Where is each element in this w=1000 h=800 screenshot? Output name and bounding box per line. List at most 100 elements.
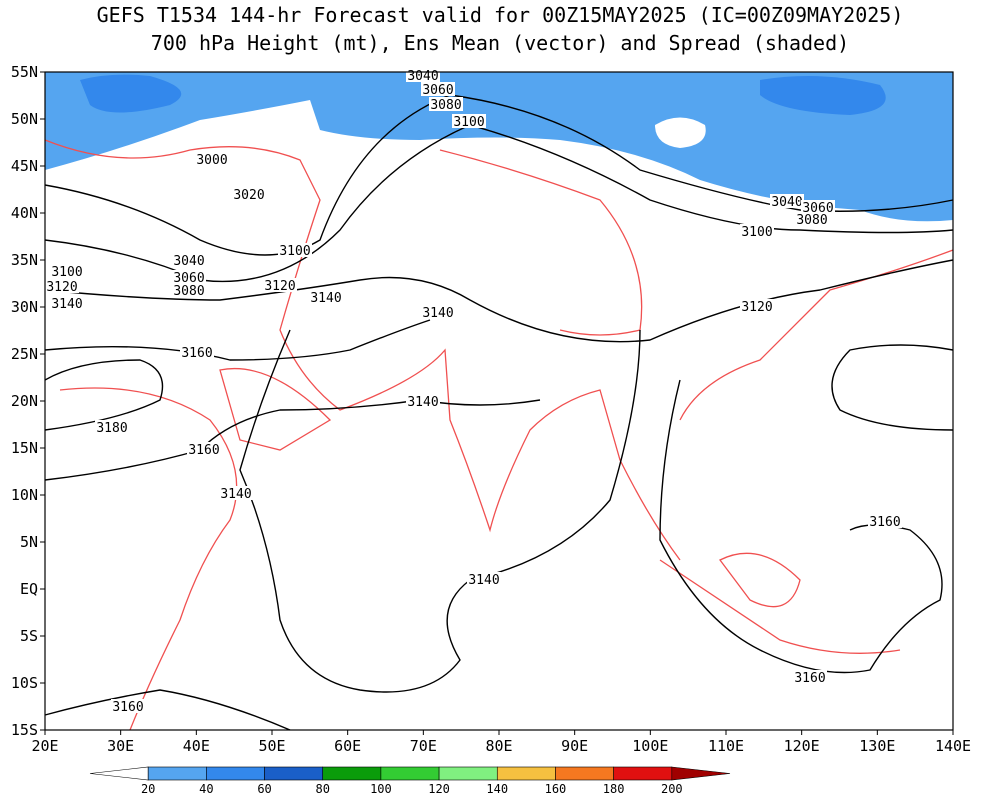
contour-label: 3140	[422, 306, 453, 321]
colorbar-label: 100	[370, 782, 392, 796]
contour-label-bg	[172, 283, 206, 297]
lat-label: 25N	[11, 345, 38, 363]
lat-label: 5S	[20, 627, 38, 645]
spread-shading	[760, 76, 886, 115]
coastlines	[44, 139, 954, 731]
contour-label-bg	[467, 572, 501, 586]
lat-label: 55N	[11, 63, 38, 81]
contour-label: 3020	[233, 188, 264, 203]
title-line: GEFS T1534 144-hr Forecast valid for 00Z…	[97, 3, 904, 27]
colorbar-swatch	[147, 766, 207, 781]
contour-label-bg	[263, 278, 297, 292]
contour-label-bg	[740, 299, 774, 313]
contour-label-bg	[421, 82, 455, 96]
contour-label: 3080	[430, 98, 461, 113]
colorbar-swatch	[555, 766, 614, 781]
colorbar-swatch	[613, 766, 673, 781]
colorbar-label: 120	[428, 782, 450, 796]
contour-label-bg	[232, 187, 266, 201]
contour-label: 3140	[310, 291, 341, 306]
lon-label: 60E	[334, 737, 361, 755]
contour-label: 3180	[96, 421, 127, 436]
lat-label: 30N	[11, 298, 38, 316]
colorbar-label: 180	[603, 782, 625, 796]
colorbar-swatch	[264, 766, 324, 781]
lon-label: 40E	[183, 737, 210, 755]
contour-label-bg	[278, 243, 312, 257]
contour-label-bg	[452, 114, 486, 128]
contour-label: 3160	[188, 443, 219, 458]
spread-shading	[80, 74, 182, 113]
contour-label: 3120	[264, 279, 295, 294]
contour-label: 3140	[51, 297, 82, 312]
lat-label: 5N	[20, 533, 38, 551]
contour-label: 3160	[794, 671, 825, 686]
contour-label: 3100	[51, 265, 82, 280]
contour-label-bg	[793, 670, 827, 684]
lat-label: 15N	[11, 439, 38, 457]
lon-label: 70E	[410, 737, 437, 755]
contour-label: 3160	[181, 346, 212, 361]
colorbar-swatch	[380, 766, 440, 781]
contour-label: 3140	[407, 395, 438, 410]
lon-label: 140E	[935, 737, 971, 755]
contour-label: 3160	[869, 515, 900, 530]
contour-label: 3000	[196, 153, 227, 168]
contour-label: 3080	[173, 284, 204, 299]
lat-label: 20N	[11, 392, 38, 410]
contour-label-bg	[45, 279, 79, 293]
lat-label: EQ	[20, 580, 38, 598]
colorbar-label: 40	[199, 782, 213, 796]
contour-label-bg	[795, 212, 829, 226]
lat-label: 10N	[11, 486, 38, 504]
colorbar-label: 60	[257, 782, 271, 796]
contour-label-bg	[172, 270, 206, 284]
contour-label: 3100	[453, 115, 484, 130]
lon-label: 90E	[561, 737, 588, 755]
contour-label: 3040	[407, 69, 438, 84]
lon-label: 120E	[784, 737, 820, 755]
contour-label-bg	[406, 394, 440, 408]
lat-label: 10S	[11, 674, 38, 692]
contour-label-bg	[801, 200, 835, 214]
lat-label: 50N	[11, 110, 38, 128]
map-area: 3040306030803100300030203100304030603080…	[44, 68, 954, 731]
colorbar-label: 160	[545, 782, 567, 796]
colorbar-swatch	[438, 766, 498, 781]
contour-label-bg	[770, 194, 804, 208]
lat-label: 45N	[11, 157, 38, 175]
contour-label-bg	[50, 264, 84, 278]
contour-label: 3140	[220, 487, 251, 502]
contour-label-bg	[180, 345, 214, 359]
contour-label-bg	[187, 442, 221, 456]
lon-label: 100E	[632, 737, 668, 755]
contour-label: 3120	[46, 280, 77, 295]
contour-label-bg	[219, 486, 253, 500]
contour-label-bg	[740, 224, 774, 238]
lon-label: 30E	[107, 737, 134, 755]
contour-label: 3160	[112, 700, 143, 715]
contour-label: 3060	[173, 271, 204, 286]
contour-label: 3120	[741, 300, 772, 315]
lon-label: 50E	[258, 737, 285, 755]
lat-label: 40N	[11, 204, 38, 222]
contour-label-bg	[868, 514, 902, 528]
contour-label: 3040	[771, 195, 802, 210]
contour-label-bg	[111, 699, 145, 713]
spread-gap	[655, 117, 706, 148]
contour-label-bg	[172, 253, 206, 267]
contour-label: 3040	[173, 254, 204, 269]
spread-shading	[45, 72, 953, 222]
contour-label-bg	[50, 296, 84, 310]
contour-label-bg	[195, 152, 229, 166]
contour-label-bg	[309, 290, 343, 304]
contour-label-bg	[429, 97, 463, 111]
contour-label: 3100	[279, 244, 310, 259]
contour-label-bg	[421, 305, 455, 319]
contour-label-bg	[95, 420, 129, 434]
contour-label: 3140	[468, 573, 499, 588]
colorbar-label: 80	[316, 782, 330, 796]
colorbar-triangle	[89, 766, 149, 781]
lon-label: 80E	[485, 737, 512, 755]
